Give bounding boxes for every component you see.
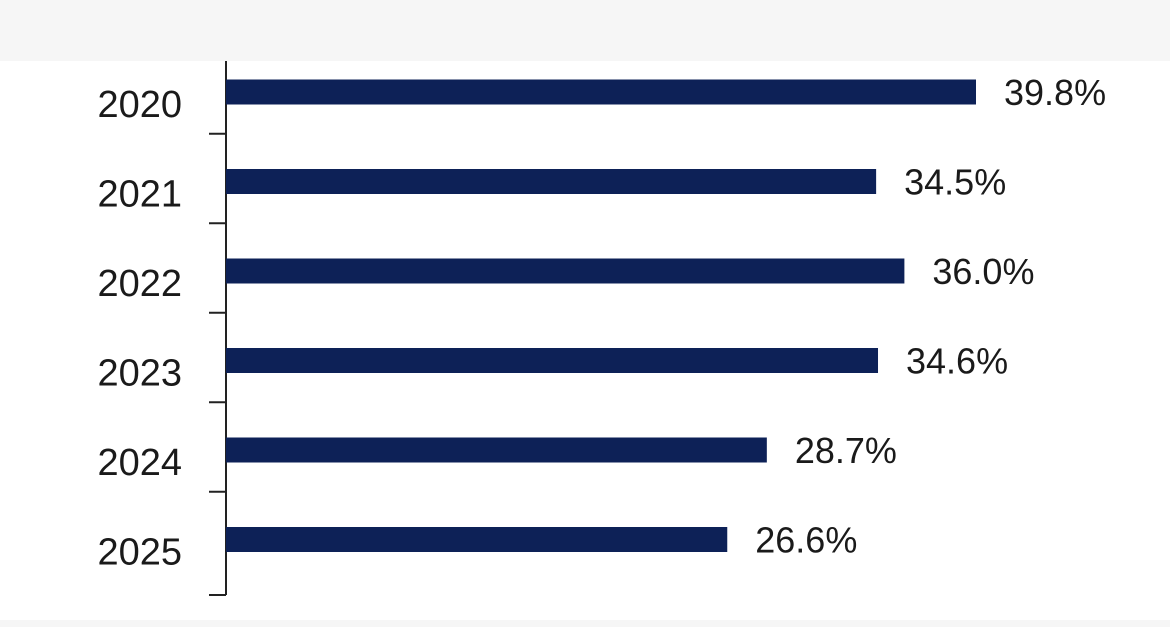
bar-2020	[226, 79, 976, 105]
bar-2025	[226, 527, 728, 552]
bar-2024	[226, 437, 767, 463]
category-label: 2025	[97, 532, 182, 574]
value-labels: 39.8% 34.5% 36.0% 34.6% 28.7% 26.6%	[755, 72, 1106, 561]
category-labels: 2020 2021 2022 2023 2024 2025	[97, 84, 182, 574]
value-label: 39.8%	[1004, 72, 1106, 113]
header-band	[0, 0, 1170, 61]
category-label: 2024	[97, 442, 182, 484]
value-label: 26.6%	[755, 520, 857, 561]
footer-band	[0, 620, 1170, 627]
bar-2023	[226, 348, 879, 373]
value-label: 36.0%	[932, 251, 1034, 292]
y-axis	[209, 61, 227, 596]
value-label: 34.5%	[904, 162, 1006, 203]
value-label: 28.7%	[795, 430, 897, 471]
bar-2021	[226, 169, 877, 194]
category-label: 2022	[97, 263, 182, 305]
bars-group	[226, 79, 976, 552]
value-label: 34.6%	[906, 341, 1008, 382]
category-label: 2020	[97, 84, 182, 126]
category-label: 2021	[97, 174, 182, 216]
category-label: 2023	[97, 353, 182, 395]
bar-2022	[226, 258, 905, 284]
